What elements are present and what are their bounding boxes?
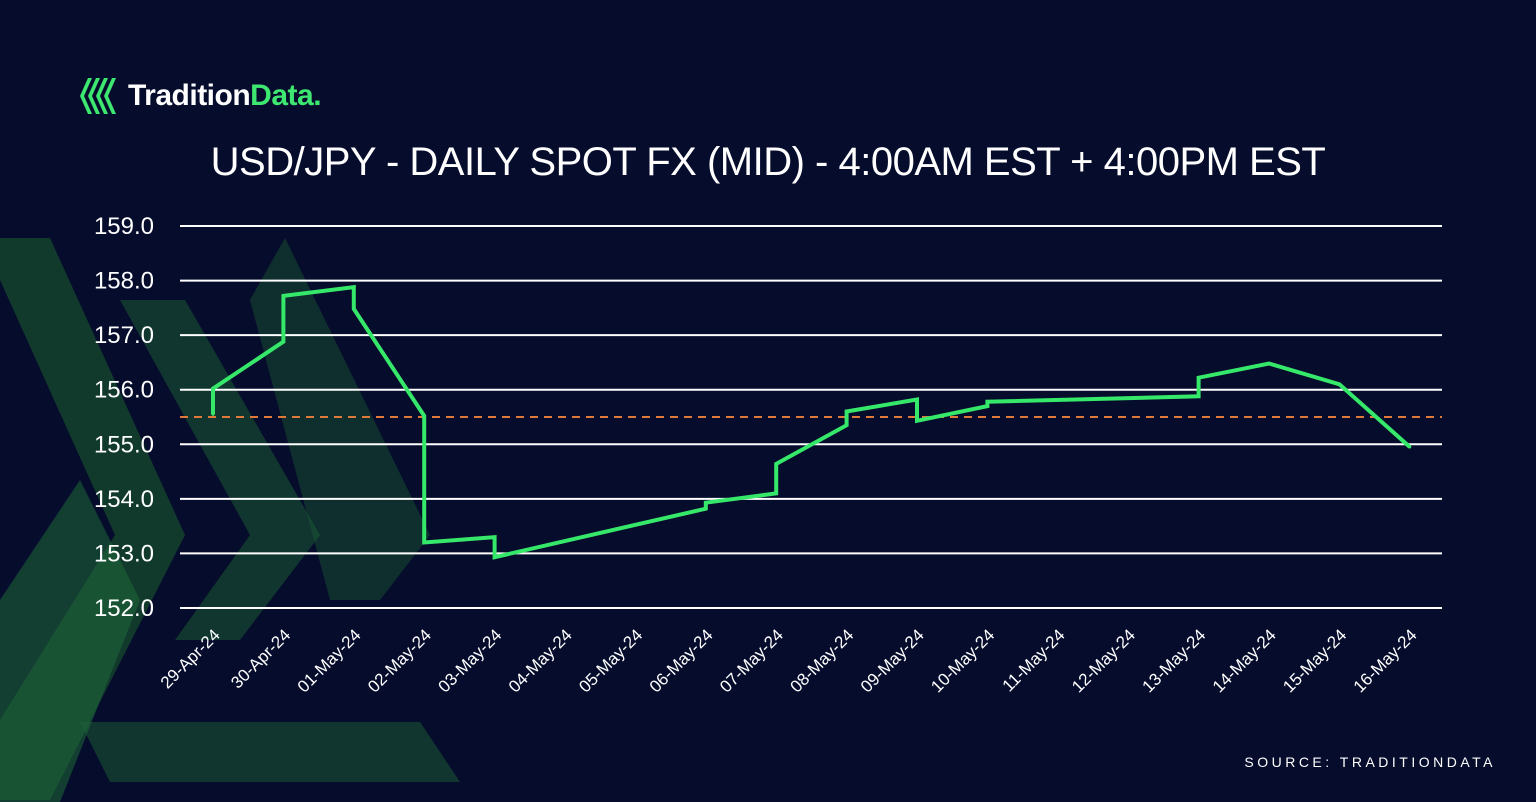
x-tick-label: 10-May-24 <box>927 625 998 696</box>
data-point <box>422 541 426 545</box>
brand-name-part2: Data. <box>250 79 322 112</box>
series-line-0 <box>211 284 1412 560</box>
y-tick-label: 157.0 <box>94 322 154 349</box>
y-tick-label: 152.0 <box>94 595 154 622</box>
decor-block-bottom <box>0 480 140 802</box>
x-tick-label: 09-May-24 <box>857 625 928 696</box>
x-tick-label: 11-May-24 <box>999 625 1069 695</box>
y-tick-label: 159.0 <box>94 213 154 240</box>
data-point <box>352 285 356 289</box>
x-tick-label: 13-May-24 <box>1139 625 1210 696</box>
x-tick-label: 14-May-24 <box>1209 625 1280 696</box>
data-point <box>915 398 919 402</box>
x-tick-label: 06-May-24 <box>646 625 717 696</box>
y-tick-label: 156.0 <box>94 377 154 404</box>
x-tick-label: 04-May-24 <box>505 625 576 696</box>
data-point <box>915 419 919 423</box>
data-point <box>281 294 285 298</box>
brand-name-part1: Tradition <box>128 79 251 112</box>
y-tick-label: 153.0 <box>94 540 154 567</box>
data-point <box>704 501 708 505</box>
data-point <box>493 535 497 539</box>
brand-name: Tradition Data. <box>128 79 322 113</box>
x-tick-label: 08-May-24 <box>787 625 858 696</box>
y-axis: 152.0 153.0 154.0 155.0 156.0 157.0 158.0 159.0 <box>94 213 154 622</box>
x-tick-label: 05-May-24 <box>575 625 646 696</box>
data-point <box>493 555 497 559</box>
decor-band-bottom <box>80 722 460 782</box>
data-point <box>211 412 215 416</box>
decor-chevron-right <box>250 238 430 600</box>
x-tick-label: 30-Apr-24 <box>227 625 294 692</box>
data-point <box>704 507 708 511</box>
x-tick-label: 15-May-24 <box>1279 625 1350 696</box>
decor-chevron-mid <box>120 300 320 640</box>
x-tick-label: 03-May-24 <box>435 625 506 696</box>
data-point <box>774 491 778 495</box>
data-point <box>774 462 778 466</box>
chart-title: USD/JPY - DAILY SPOT FX (MID) - 4:00AM E… <box>210 140 1326 184</box>
data-point <box>985 400 989 404</box>
tradition-data-logo-icon <box>80 78 116 114</box>
data-point <box>1408 445 1412 449</box>
source-credit: SOURCE: TRADITIONDATA <box>1244 754 1496 770</box>
data-point <box>352 307 356 311</box>
data-point <box>422 414 426 418</box>
series-group <box>211 284 1412 560</box>
data-point <box>985 404 989 408</box>
x-axis: 29-Apr-24 30-Apr-24 01-May-24 02-May-24 03-M… <box>157 625 1421 696</box>
data-point <box>1337 382 1341 386</box>
x-tick-label: 07-May-24 <box>716 625 787 696</box>
x-tick-label: 12-May-24 <box>1068 625 1139 696</box>
y-tick-label: 158.0 <box>94 268 154 295</box>
x-tick-label: 16-May-24 <box>1350 625 1421 696</box>
y-tick-label: 155.0 <box>94 431 154 458</box>
data-point <box>845 410 849 414</box>
brand-logo: Tradition Data. <box>78 76 322 116</box>
data-point <box>281 340 285 344</box>
data-point <box>1197 394 1201 398</box>
x-tick-label: 01-May-24 <box>294 625 365 696</box>
data-point <box>211 387 215 391</box>
x-tick-label: 29-Apr-24 <box>157 625 224 692</box>
data-point <box>1267 362 1271 366</box>
y-tick-label: 154.0 <box>94 486 154 513</box>
data-point <box>845 423 849 427</box>
gridlines <box>180 225 1442 609</box>
x-tick-label: 02-May-24 <box>364 625 435 696</box>
data-point <box>1197 376 1201 380</box>
